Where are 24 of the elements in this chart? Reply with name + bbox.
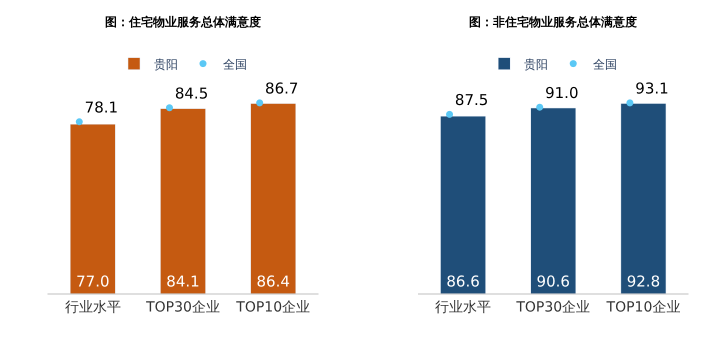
x-tick-label: TOP10企业 xyxy=(606,299,680,316)
x-tick-label: TOP30企业 xyxy=(515,299,590,316)
data-label: 78.1 xyxy=(84,98,118,117)
data-label: 84.1 xyxy=(166,272,200,291)
data-label: 91.0 xyxy=(545,84,578,102)
data-label: 86.6 xyxy=(446,272,480,291)
data-label: 92.8 xyxy=(626,272,660,291)
x-tick-label: 行业水平 xyxy=(64,299,121,316)
data-label: 77.0 xyxy=(76,272,110,291)
chart-title: 图：住宅物业服务总体满意度 xyxy=(105,15,261,29)
legend-label: 贵阳 xyxy=(154,57,178,72)
data-label: 86.7 xyxy=(265,80,298,98)
data-label: 84.5 xyxy=(174,84,208,103)
chart-title: 图：非住宅物业服务总体满意度 xyxy=(469,15,637,29)
x-tick-label: TOP30企业 xyxy=(145,299,220,316)
legend-label: 全国 xyxy=(223,57,247,72)
data-label: 90.6 xyxy=(536,272,570,291)
x-tick-label: 行业水平 xyxy=(435,299,492,316)
data-label: 93.1 xyxy=(635,80,669,98)
legend-label: 贵阳 xyxy=(524,57,548,72)
legend-label: 全国 xyxy=(593,57,618,72)
data-label: 86.4 xyxy=(256,272,290,291)
data-label: 87.5 xyxy=(454,91,488,110)
x-tick-label: TOP10企业 xyxy=(235,299,310,316)
